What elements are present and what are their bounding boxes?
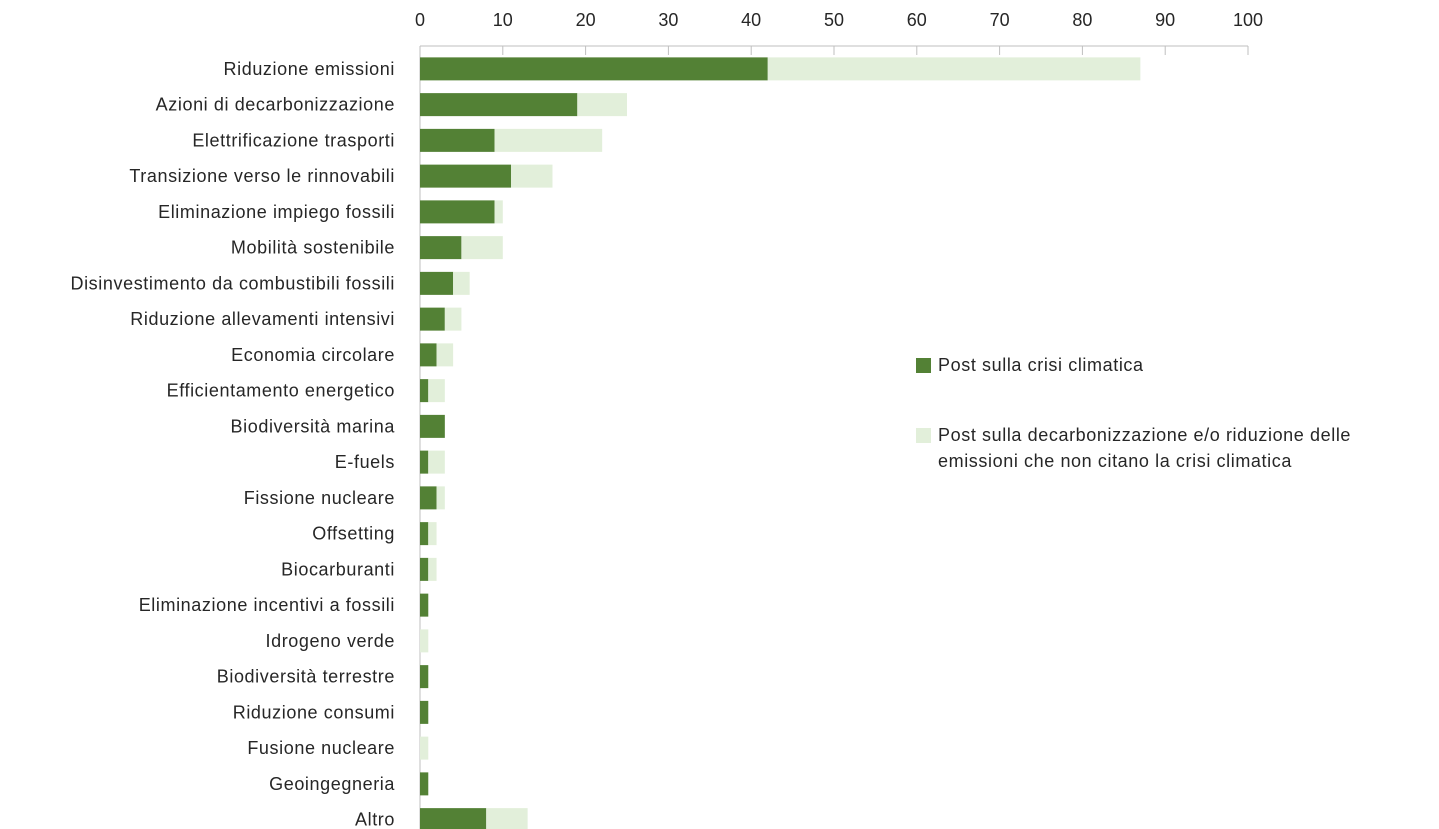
x-tick-label: 50: [824, 10, 844, 30]
bar-elettrificazione-trasporti-series-1: [420, 128, 495, 152]
bar-elettrificazione-trasporti-series-2: [494, 128, 603, 152]
category-label-disinvestimento-da-combustibili-fossili: Disinvestimento da combustibili fossili: [70, 273, 395, 293]
bar-economia-circolare-series-1: [420, 343, 437, 367]
bar-mobilita-sostenibile-series-1: [420, 236, 462, 260]
category-label-azioni-di-decarbonizzazione: Azioni di decarbonizzazione: [156, 95, 395, 115]
bar-offsetting-series-2: [428, 522, 437, 546]
category-label-altro: Altro: [355, 810, 395, 829]
legend-label-decarbonizzazione: Post sulla decarbonizzazione e/o riduzio…: [938, 425, 1352, 471]
category-label-biodiversita-marina: Biodiversità marina: [231, 416, 396, 436]
x-tick-label: 0: [415, 10, 425, 30]
x-tick-label: 90: [1155, 10, 1175, 30]
x-tick-label: 70: [990, 10, 1010, 30]
legend-label-crisi-climatica: Post sulla crisi climatica: [938, 355, 1144, 375]
category-label-efficientamento-energetico: Efficientamento energetico: [167, 381, 395, 401]
bar-azioni-di-decarbonizzazione-series-2: [577, 93, 627, 117]
category-label-eliminazione-impiego-fossili: Eliminazione impiego fossili: [158, 202, 395, 222]
bar-biodiversita-marina-series-1: [420, 414, 445, 438]
x-tick-label: 30: [658, 10, 678, 30]
category-label-geoingegneria: Geoingegneria: [269, 774, 395, 794]
bar-transizione-verso-le-rinnovabili-series-1: [420, 164, 512, 188]
x-tick-label: 60: [907, 10, 927, 30]
bar-riduzione-emissioni-series-2: [767, 57, 1141, 81]
bar-biocarburanti-series-1: [420, 557, 429, 581]
bar-efficientamento-energetico-series-2: [428, 379, 445, 403]
category-label-riduzione-emissioni: Riduzione emissioni: [224, 59, 395, 79]
bar-offsetting-series-1: [420, 522, 429, 546]
category-label-riduzione-allevamenti-intensivi: Riduzione allevamenti intensivi: [130, 309, 395, 329]
bars: [420, 57, 1141, 829]
category-label-biodiversita-terrestre: Biodiversità terrestre: [217, 667, 395, 687]
bar-fissione-nucleare-series-2: [436, 486, 445, 510]
x-tick-label: 80: [1072, 10, 1092, 30]
legend-swatch-decarbonizzazione: [916, 428, 931, 443]
bar-biocarburanti-series-2: [428, 557, 437, 581]
bar-fissione-nucleare-series-1: [420, 486, 437, 510]
bar-riduzione-allevamenti-intensivi-series-2: [444, 307, 462, 331]
bar-idrogeno-verde-series-2: [420, 629, 429, 653]
bar-transizione-verso-le-rinnovabili-series-2: [511, 164, 553, 188]
category-label-mobilita-sostenibile: Mobilità sostenibile: [231, 238, 395, 258]
bar-altro-series-1: [420, 808, 487, 829]
bar-disinvestimento-da-combustibili-fossili-series-2: [453, 271, 470, 295]
bar-fusione-nucleare-series-2: [420, 736, 429, 760]
category-label-fissione-nucleare: Fissione nucleare: [244, 488, 395, 508]
x-tick-label: 10: [493, 10, 513, 30]
category-label-elettrificazione-trasporti: Elettrificazione trasporti: [192, 130, 395, 150]
category-label-economia-circolare: Economia circolare: [231, 345, 395, 365]
bar-economia-circolare-series-2: [436, 343, 454, 367]
category-label-fusione-nucleare: Fusione nucleare: [247, 738, 395, 758]
bar-riduzione-consumi-series-1: [420, 700, 429, 724]
bar-eliminazione-impiego-fossili-series-1: [420, 200, 495, 224]
bar-efficientamento-energetico-series-1: [420, 379, 429, 403]
bar-riduzione-allevamenti-intensivi-series-1: [420, 307, 445, 331]
bar-disinvestimento-da-combustibili-fossili-series-1: [420, 271, 454, 295]
legend-swatch-crisi-climatica: [916, 358, 931, 373]
legend-item-decarbonizzazione: Post sulla decarbonizzazione e/o riduzio…: [916, 422, 1426, 474]
bar-biodiversita-terrestre-series-1: [420, 665, 429, 689]
bar-mobilita-sostenibile-series-2: [461, 236, 503, 260]
x-tick-label: 20: [576, 10, 596, 30]
category-label-transizione-verso-le-rinnovabili: Transizione verso le rinnovabili: [129, 166, 395, 186]
bar-e-fuels-series-2: [428, 450, 445, 474]
x-tick-label: 40: [741, 10, 761, 30]
bar-eliminazione-impiego-fossili-series-2: [494, 200, 503, 224]
bar-altro-series-2: [486, 808, 528, 829]
y-axis: Riduzione emissioni Azioni di decarbonizz…: [70, 46, 421, 829]
category-label-biocarburanti: Biocarburanti: [281, 559, 395, 579]
x-tick-label: 100: [1233, 10, 1263, 30]
bar-eliminazione-incentivi-a-fossili-series-1: [420, 593, 429, 617]
legend: Post sulla crisi climatica Post sulla de…: [916, 352, 1426, 474]
bar-e-fuels-series-1: [420, 450, 429, 474]
category-label-e-fuels: E-fuels: [335, 452, 395, 472]
category-label-riduzione-consumi: Riduzione consumi: [233, 702, 395, 722]
bar-geoingegneria-series-1: [420, 772, 429, 796]
category-label-idrogeno-verde: Idrogeno verde: [266, 631, 396, 651]
x-axis: 0 10 20 30 40 50 60 70 80 90 100: [415, 10, 1263, 55]
bar-azioni-di-decarbonizzazione-series-1: [420, 93, 578, 117]
category-label-eliminazione-incentivi-a-fossili: Eliminazione incentivi a fossili: [139, 595, 395, 615]
category-label-offsetting: Offsetting: [312, 524, 395, 544]
bar-riduzione-emissioni-series-1: [420, 57, 768, 81]
legend-item-crisi-climatica: Post sulla crisi climatica: [916, 352, 1426, 378]
